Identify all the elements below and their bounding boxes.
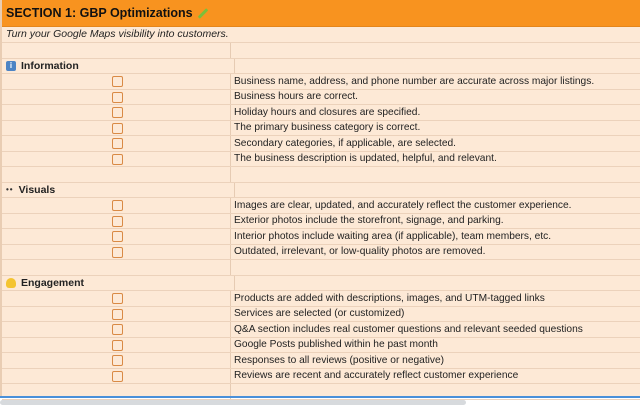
- item-text: Products are added with descriptions, im…: [234, 292, 545, 304]
- spreadsheet: SECTION 1: GBP Optimizations Turn your G…: [0, 0, 640, 400]
- checklist-item: Q&A section includes real customer quest…: [2, 322, 640, 338]
- checkbox[interactable]: [112, 138, 123, 149]
- checklist-item: Google Posts published within he past mo…: [2, 337, 640, 353]
- pencil-icon: [197, 7, 208, 19]
- checkbox[interactable]: [112, 324, 123, 335]
- checkbox[interactable]: [112, 107, 123, 118]
- item-text: The business description is updated, hel…: [234, 153, 497, 165]
- category-title: Visuals: [18, 183, 56, 196]
- checkbox[interactable]: [112, 76, 123, 87]
- checklist-item: Images are clear, updated, and accuratel…: [2, 198, 640, 214]
- category-row: Engagement: [2, 275, 640, 291]
- checklist-item: Business name, address, and phone number…: [2, 74, 640, 90]
- item-text: The primary business category is correct…: [234, 122, 421, 134]
- category-row: •• Visuals: [2, 182, 640, 198]
- checkbox[interactable]: [112, 293, 123, 304]
- section-header: SECTION 1: GBP Optimizations: [2, 0, 640, 27]
- item-text: Reviews are recent and accurately reflec…: [234, 370, 519, 382]
- empty-row: [2, 260, 640, 276]
- item-text: Secondary categories, if applicable, are…: [234, 137, 456, 149]
- checklist-item: Holiday hours and closures are specified…: [2, 105, 640, 121]
- item-text: Interior photos include waiting area (if…: [234, 230, 552, 242]
- checklist-item: The primary business category is correct…: [2, 120, 640, 136]
- item-text: Google Posts published within he past mo…: [234, 339, 438, 351]
- checkbox[interactable]: [112, 308, 123, 320]
- eyes-icon: ••: [6, 185, 14, 195]
- checkbox[interactable]: [112, 370, 123, 382]
- checkbox[interactable]: [112, 91, 123, 103]
- checkbox[interactable]: [112, 246, 123, 258]
- checklist-item: Responses to all reviews (positive or ne…: [2, 353, 640, 369]
- checklist-item: Products are added with descriptions, im…: [2, 291, 640, 307]
- item-text: Exterior photos include the storefront, …: [234, 215, 504, 227]
- checklist-item: Interior photos include waiting area (if…: [2, 229, 640, 245]
- checklist-item: Exterior photos include the storefront, …: [2, 213, 640, 229]
- checklist-item: The business description is updated, hel…: [2, 151, 640, 167]
- section-title: SECTION 1: GBP Optimizations: [6, 6, 193, 20]
- checkbox[interactable]: [112, 339, 123, 351]
- item-text: Q&A section includes real customer quest…: [234, 323, 583, 335]
- section-subtitle: Turn your Google Maps visibility into cu…: [2, 27, 640, 43]
- checkbox[interactable]: [112, 231, 123, 242]
- empty-row: [2, 43, 640, 59]
- waving-hand-icon: [6, 277, 16, 288]
- checklist-item: Reviews are recent and accurately reflec…: [2, 368, 640, 384]
- category-row: i Information: [2, 58, 640, 74]
- checkbox[interactable]: [112, 200, 123, 211]
- selection-border: [0, 396, 640, 398]
- checklist-item: Business hours are correct.: [2, 89, 640, 105]
- item-text: Outdated, irrelevant, or low-quality pho…: [234, 246, 486, 258]
- category-title: Information: [21, 59, 79, 72]
- checkbox[interactable]: [112, 153, 123, 165]
- horizontal-scrollbar[interactable]: [0, 400, 466, 405]
- item-text: Holiday hours and closures are specified…: [234, 106, 421, 118]
- empty-row: [2, 384, 640, 400]
- checklist-item: Services are selected (or customized): [2, 306, 640, 322]
- item-text: Business name, address, and phone number…: [234, 75, 595, 87]
- checkbox[interactable]: [112, 215, 123, 227]
- item-text: Business hours are correct.: [234, 91, 359, 103]
- item-text: Images are clear, updated, and accuratel…: [234, 199, 572, 211]
- item-text: Responses to all reviews (positive or ne…: [234, 354, 445, 366]
- checkbox[interactable]: [112, 122, 123, 134]
- info-icon: i: [6, 60, 16, 71]
- item-text: Services are selected (or customized): [234, 308, 405, 320]
- empty-row: [2, 167, 640, 183]
- checklist-item: Secondary categories, if applicable, are…: [2, 136, 640, 152]
- checklist-item: Outdated, irrelevant, or low-quality pho…: [2, 244, 640, 260]
- checkbox[interactable]: [112, 355, 123, 366]
- category-title: Engagement: [21, 276, 85, 289]
